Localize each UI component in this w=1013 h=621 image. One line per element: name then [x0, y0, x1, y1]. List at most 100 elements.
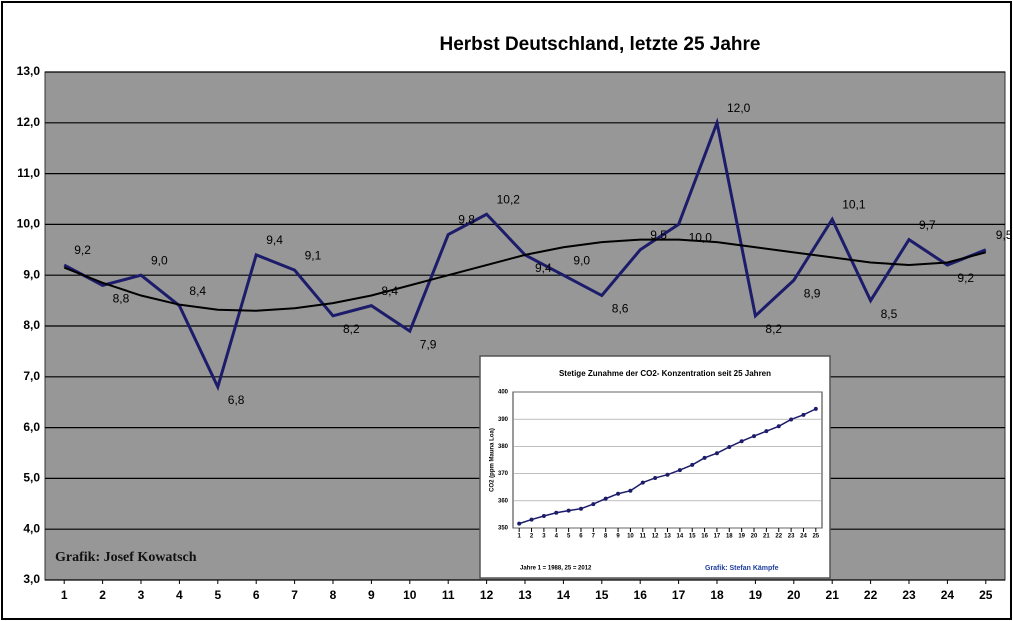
data-point — [801, 412, 806, 417]
x-tick-label: 3 — [138, 588, 145, 602]
x-tick-label: 7 — [291, 588, 298, 602]
inset-title: Stetige Zunahme der CO2- Konzentration s… — [559, 369, 771, 378]
y-tick-label: 7,0 — [23, 369, 40, 383]
data-label: 9,4 — [535, 261, 552, 275]
data-point — [764, 429, 769, 434]
x-tick-label: 13 — [518, 588, 532, 602]
data-point — [789, 417, 794, 422]
x-tick-label: 12 — [652, 534, 659, 540]
y-tick-label: 9,0 — [23, 267, 40, 281]
x-tick-label: 22 — [775, 534, 782, 540]
data-point — [702, 455, 707, 460]
data-point — [714, 451, 719, 456]
data-point — [640, 480, 645, 485]
data-label: 8,2 — [343, 322, 360, 336]
data-label: 9,5 — [996, 228, 1013, 242]
chart-title: Herbst Deutschland, letzte 25 Jahre — [440, 34, 761, 55]
x-tick-label: 24 — [941, 588, 955, 602]
data-label: 8,9 — [804, 286, 821, 300]
data-label: 12,0 — [727, 101, 751, 115]
x-tick-label: 10 — [403, 588, 417, 602]
x-tick-label: 23 — [902, 588, 916, 602]
annotation: Grafik: Josef Kowatsch — [55, 550, 197, 565]
y-tick-label: 390 — [498, 417, 509, 423]
x-tick-label: 6 — [253, 588, 260, 602]
x-tick-label: 4 — [176, 588, 183, 602]
data-label: 9,5 — [650, 228, 667, 242]
x-tick-label: 20 — [751, 534, 758, 540]
data-label: 9,7 — [919, 218, 936, 232]
data-line — [63, 238, 987, 312]
data-point — [739, 439, 744, 444]
data-label: 8,8 — [113, 292, 130, 306]
x-tick-label: 21 — [826, 588, 840, 602]
data-point — [727, 444, 732, 449]
x-tick-label: 8 — [604, 534, 608, 540]
x-tick-label: 9 — [368, 588, 375, 602]
y-tick-label: 5,0 — [23, 471, 40, 485]
x-tick-label: 25 — [979, 588, 993, 602]
y-tick-label: 3,0 — [23, 572, 40, 586]
y-tick-label: 6,0 — [23, 420, 40, 434]
x-tick-label: 12 — [480, 588, 494, 602]
data-label: 9,8 — [458, 213, 475, 227]
x-tick-label: 2 — [530, 534, 534, 540]
data-label: 7,9 — [420, 337, 437, 351]
x-tick-label: 17 — [714, 534, 721, 540]
data-label: 8,4 — [189, 284, 206, 298]
y-tick-label: 360 — [498, 498, 509, 504]
data-point — [541, 514, 546, 519]
x-tick-label: 23 — [788, 534, 795, 540]
y-tick-label: 350 — [498, 526, 509, 532]
x-tick-label: 22 — [864, 588, 878, 602]
data-point — [529, 517, 534, 522]
x-tick-label: 1 — [518, 534, 522, 540]
data-point — [517, 521, 522, 526]
x-tick-label: 15 — [689, 534, 696, 540]
x-tick-label: 19 — [738, 534, 745, 540]
data-point — [554, 510, 559, 515]
data-point — [578, 506, 583, 511]
x-tick-label: 19 — [749, 588, 763, 602]
y-tick-label: 370 — [498, 471, 509, 477]
y-tick-label: 8,0 — [23, 318, 40, 332]
data-label: 6,8 — [228, 393, 245, 407]
x-tick-label: 15 — [595, 588, 609, 602]
data-label: 9,4 — [266, 233, 283, 247]
data-point — [566, 508, 571, 513]
x-tick-label: 10 — [627, 534, 634, 540]
data-point — [616, 491, 621, 496]
x-tick-label: 25 — [812, 534, 819, 540]
data-label: 8,2 — [765, 322, 782, 336]
y-tick-label: 10,0 — [17, 217, 41, 231]
x-tick-label: 17 — [672, 588, 686, 602]
inset-y-label: CO2 (ppm Mauna Loa) — [490, 428, 496, 492]
data-point — [677, 468, 682, 473]
y-tick-label: 380 — [498, 444, 509, 450]
data-label: 9,0 — [573, 253, 590, 267]
x-tick-label: 11 — [442, 588, 455, 602]
x-tick-label: 24 — [800, 534, 807, 540]
y-tick-label: 12,0 — [17, 115, 41, 129]
data-label: 10,2 — [497, 192, 521, 206]
data-point — [752, 434, 757, 439]
data-label: 8,6 — [612, 302, 629, 316]
x-tick-label: 5 — [214, 588, 221, 602]
data-point — [603, 496, 608, 501]
x-tick-label: 3 — [542, 534, 546, 540]
data-point — [628, 488, 633, 493]
inset-annotation: Grafik: Stefan Kämpfe — [705, 565, 779, 572]
y-tick-label: 4,0 — [23, 521, 40, 535]
x-tick-label: 13 — [664, 534, 671, 540]
data-label: 8,5 — [881, 307, 898, 321]
x-tick-label: 7 — [592, 534, 596, 540]
y-tick-label: 13,0 — [17, 64, 41, 78]
x-tick-label: 11 — [640, 534, 647, 540]
data-label: 9,1 — [305, 248, 322, 262]
data-label: 9,2 — [957, 271, 974, 285]
x-tick-label: 2 — [99, 588, 106, 602]
x-tick-label: 14 — [677, 534, 684, 540]
data-point — [813, 406, 818, 411]
data-label: 9,0 — [151, 253, 168, 267]
